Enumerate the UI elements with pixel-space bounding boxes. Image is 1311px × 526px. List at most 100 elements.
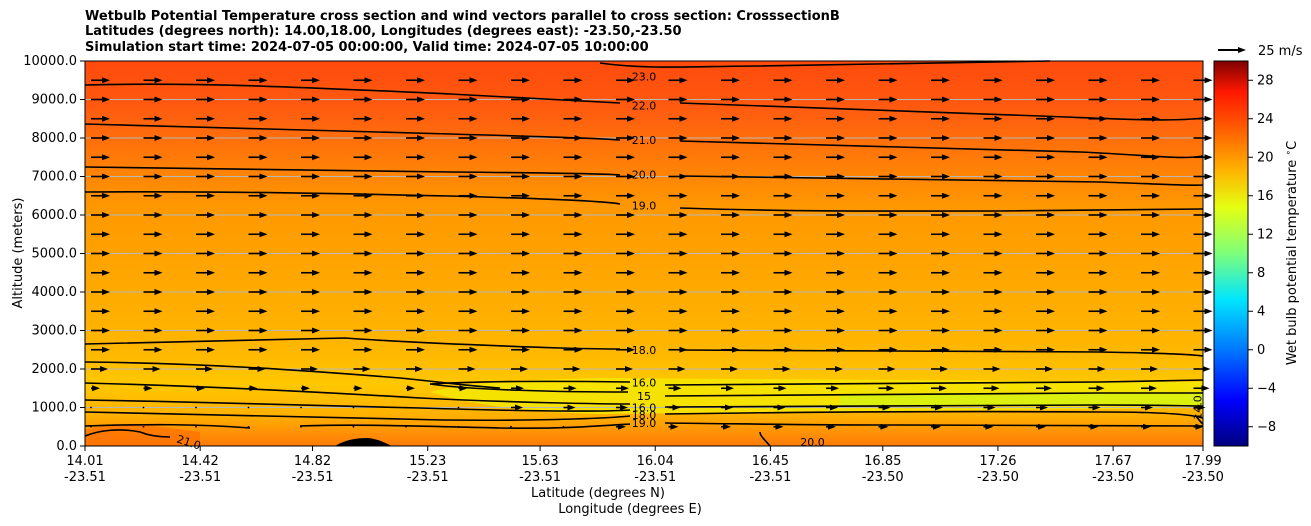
colorbar-ticks: −8 −4 0 4 8 12 16 20 24 28 [1248, 73, 1276, 435]
x-tick-label-lon: -23.50 [862, 470, 904, 485]
terrain [335, 438, 392, 446]
contour-16-lower [84, 399, 1204, 412]
contour-23 [599, 60, 1051, 68]
colorbar-tick-label: 4 [1257, 304, 1265, 319]
x-tick-label-lon: -23.51 [407, 470, 449, 485]
contour-label: 19.0 [632, 417, 657, 430]
contour-21-lower [84, 429, 171, 438]
wind-vector [352, 406, 355, 409]
wind-vector [195, 425, 197, 428]
quiver-key-label: 25 m/s [1258, 44, 1303, 59]
wind-vector [90, 425, 92, 428]
contour-label: 21.0 [632, 134, 657, 147]
x-axis-label-latitude: Latitude (degrees N) [531, 486, 665, 501]
x-tick-label-lat: 16.45 [752, 454, 789, 469]
wind-vector [247, 406, 250, 409]
contour-label: 20.0 [800, 436, 825, 449]
contour-21 [84, 123, 1204, 159]
colorbar-tick-label: 20 [1257, 150, 1274, 165]
colorbar-tick-label: 28 [1257, 73, 1274, 88]
wind-vector [457, 425, 460, 428]
y-axis: 0.0 1000.0 2000.0 3000.0 4000.0 5000.0 6000.0 7… [23, 54, 85, 454]
colorbar-tick-label: 12 [1257, 227, 1274, 242]
x-tick-label-lat: 16.04 [637, 454, 674, 469]
contour-17 [84, 361, 501, 389]
contour-label: 19.0 [632, 199, 657, 212]
wind-vector [195, 406, 197, 409]
colorbar-tick-label: 8 [1257, 266, 1265, 281]
wind-vector [142, 406, 145, 409]
x-tick-label-lon: -23.51 [634, 470, 676, 485]
colorbar-tick-label: −8 [1257, 420, 1276, 435]
contour-16-upper [429, 379, 1204, 393]
contour-19-lower [84, 422, 1204, 429]
x-tick-label-lat: 14.01 [66, 454, 103, 469]
y-tick-label: 7000.0 [32, 170, 78, 185]
chart-title-line-1: Wetbulb Potential Temperature cross sect… [85, 9, 840, 24]
contour-label: 16.0 [632, 376, 657, 389]
x-tick-label-lat: 16.85 [864, 454, 901, 469]
wind-vector [90, 406, 92, 409]
wind-vector [300, 425, 302, 428]
contour-lines [84, 60, 1204, 447]
wind-vectors [90, 77, 1213, 430]
cool-air-core [840, 392, 1203, 406]
colorbar [1213, 60, 1249, 447]
x-tick-label-lat: 14.82 [294, 454, 331, 469]
x-tick-label-lat: 17.26 [979, 454, 1016, 469]
wind-vector [247, 425, 250, 428]
y-tick-label: 0.0 [56, 439, 77, 454]
x-tick-label-lat: 17.99 [1184, 454, 1221, 469]
contour-label: 18.0 [632, 344, 657, 357]
wind-vector [352, 425, 355, 428]
colorbar-tick-label: −4 [1257, 381, 1276, 396]
x-tick-label-lat: 15.23 [409, 454, 446, 469]
x-tick-label-lon: -23.51 [749, 470, 791, 485]
contour-labels: 23.022.021.020.019.018.016.01516.018.019… [175, 70, 1204, 452]
contour-label: 18.0 [632, 409, 657, 422]
contour-label: 20.0 [632, 169, 657, 182]
colorbar-tick-label: 24 [1257, 112, 1274, 127]
colorbar-tick-label: 16 [1257, 189, 1274, 204]
contour-label: 23.0 [632, 70, 657, 83]
x-tick-label-lat: 17.67 [1095, 454, 1132, 469]
y-tick-label: 3000.0 [32, 324, 78, 339]
y-axis-label: Altitude (meters) [11, 198, 26, 309]
y-tick-label: 1000.0 [32, 401, 78, 416]
contour-14 [1194, 414, 1204, 425]
wind-vector [142, 425, 145, 428]
y-tick-label: 6000.0 [32, 208, 78, 223]
x-axis-label-longitude: Longitude (degrees E) [558, 502, 702, 517]
y-tick-label: 2000.0 [32, 362, 78, 377]
wind-vector [405, 406, 407, 409]
plot-area: 23.022.021.020.019.018.016.01516.018.019… [84, 60, 1213, 453]
contour-label: 15 [637, 390, 651, 403]
x-tick-label-lat: 14.42 [182, 454, 219, 469]
y-tick-label: 4000.0 [32, 285, 78, 300]
contour-label: 22.0 [632, 99, 657, 112]
wind-vector [510, 425, 512, 428]
x-tick-label-lon: -23.50 [1182, 470, 1224, 485]
contour-20-lower [759, 431, 771, 447]
y-tick-label: 10000.0 [23, 54, 77, 69]
colorbar-label: Wet bulb potential temperature ∘C [1284, 141, 1300, 365]
wind-vector [405, 425, 407, 428]
x-tick-label-lon: -23.50 [1092, 470, 1134, 485]
wind-vector [457, 406, 460, 409]
wind-vector [562, 425, 565, 428]
contour-label: 16.0 [632, 402, 657, 415]
contour-15 [84, 382, 1203, 405]
colorbar-tick-label: 0 [1257, 343, 1265, 358]
x-tick-label-lon: -23.51 [292, 470, 334, 485]
y-tick-label: 9000.0 [32, 93, 78, 108]
x-tick-label-lon: -23.50 [977, 470, 1019, 485]
x-tick-label-lon: -23.51 [519, 470, 561, 485]
x-tick-label-lat: 15.63 [521, 454, 558, 469]
chart-title-line-2: Latitudes (degrees north): 14.00,18.00, … [85, 24, 682, 39]
x-axis: 14.01-23.5114.42-23.5114.82-23.5115.23-2… [64, 446, 1224, 485]
x-tick-label-lon: -23.51 [64, 470, 106, 485]
x-tick-label-lon: -23.51 [179, 470, 221, 485]
chart-title-line-3: Simulation start time: 2024-07-05 00:00:… [85, 40, 649, 55]
y-tick-label: 5000.0 [32, 247, 78, 262]
